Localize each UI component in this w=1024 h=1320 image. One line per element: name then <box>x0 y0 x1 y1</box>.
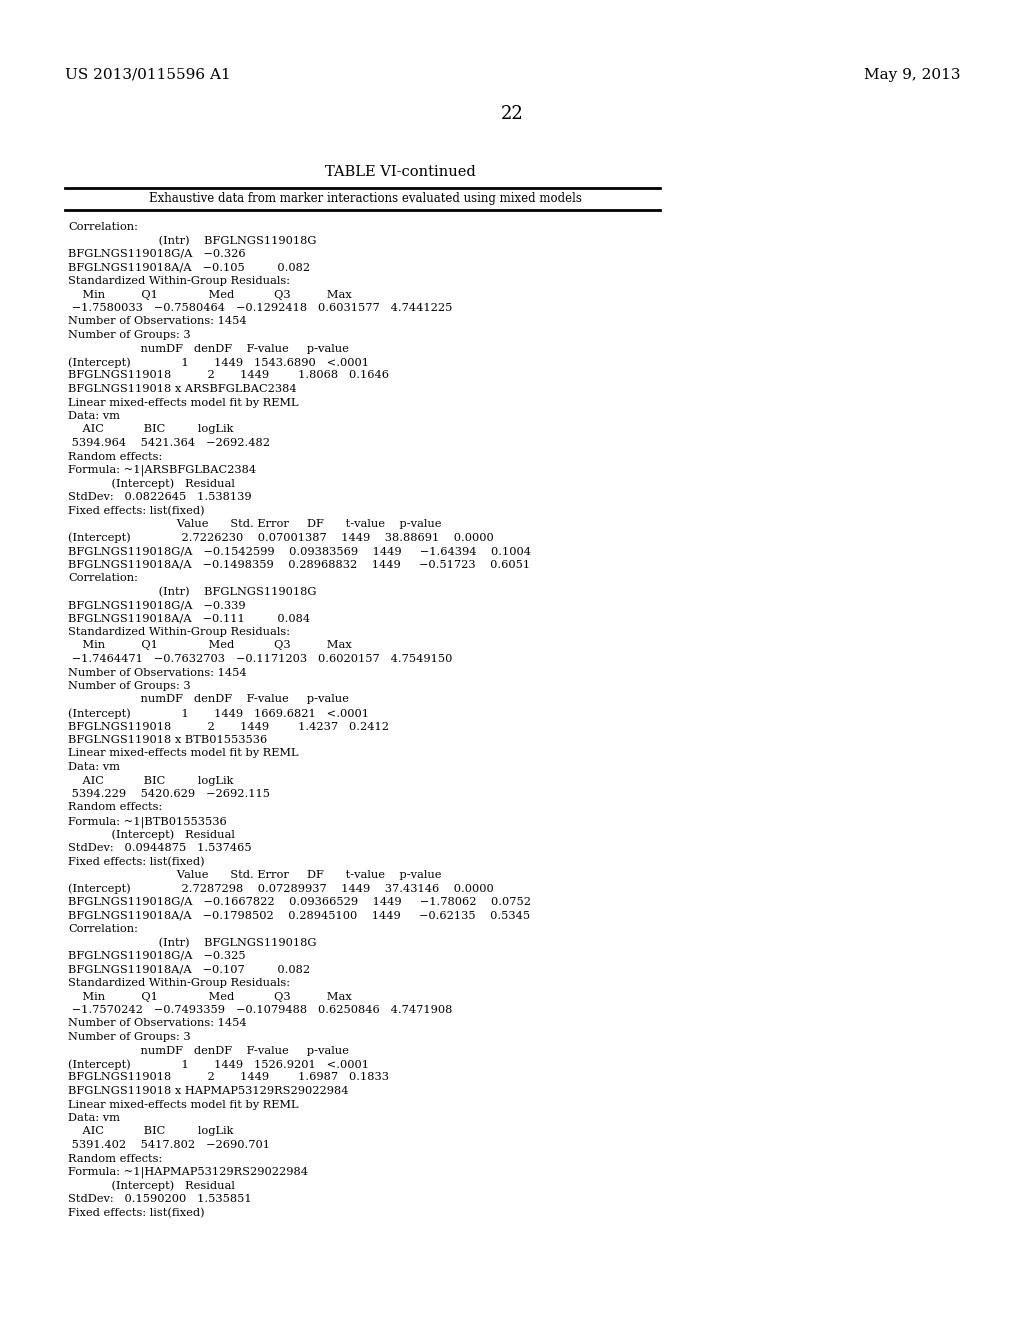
Text: StdDev:   0.0822645   1.538139: StdDev: 0.0822645 1.538139 <box>68 492 252 502</box>
Text: Value      Std. Error     DF      t-value    p-value: Value Std. Error DF t-value p-value <box>68 519 441 529</box>
Text: (Intercept)   Residual: (Intercept) Residual <box>68 1180 234 1191</box>
Text: Min          Q1              Med           Q3          Max: Min Q1 Med Q3 Max <box>68 289 352 300</box>
Text: (Intercept)   Residual: (Intercept) Residual <box>68 479 234 490</box>
Text: Number of Observations: 1454: Number of Observations: 1454 <box>68 317 247 326</box>
Text: Standardized Within-Group Residuals:: Standardized Within-Group Residuals: <box>68 627 290 638</box>
Text: Number of Observations: 1454: Number of Observations: 1454 <box>68 668 247 677</box>
Text: Random effects:: Random effects: <box>68 803 162 813</box>
Text: Number of Groups: 3: Number of Groups: 3 <box>68 681 190 690</box>
Text: numDF   denDF    F-value     p-value: numDF denDF F-value p-value <box>68 694 349 705</box>
Text: (Intercept)              1       1449   1669.6821   <.0001: (Intercept) 1 1449 1669.6821 <.0001 <box>68 708 369 718</box>
Text: Formula: ~1|HAPMAP53129RS29022984: Formula: ~1|HAPMAP53129RS29022984 <box>68 1167 308 1179</box>
Text: Correlation:: Correlation: <box>68 222 138 232</box>
Text: Linear mixed-effects model fit by REML: Linear mixed-effects model fit by REML <box>68 397 299 408</box>
Text: BFGLNGS119018G/A   −0.326: BFGLNGS119018G/A −0.326 <box>68 249 246 259</box>
Text: Min          Q1              Med           Q3          Max: Min Q1 Med Q3 Max <box>68 991 352 1002</box>
Text: 5394.964    5421.364   −2692.482: 5394.964 5421.364 −2692.482 <box>68 438 270 447</box>
Text: BFGLNGS119018 x ARSBFGLBAC2384: BFGLNGS119018 x ARSBFGLBAC2384 <box>68 384 297 393</box>
Text: BFGLNGS119018          2       1449        1.6987   0.1833: BFGLNGS119018 2 1449 1.6987 0.1833 <box>68 1072 389 1082</box>
Text: (Intercept)              1       1449   1526.9201   <.0001: (Intercept) 1 1449 1526.9201 <.0001 <box>68 1059 369 1069</box>
Text: (Intercept)   Residual: (Intercept) Residual <box>68 829 234 840</box>
Text: BFGLNGS119018 x BTB01553536: BFGLNGS119018 x BTB01553536 <box>68 735 267 744</box>
Text: StdDev:   0.0944875   1.537465: StdDev: 0.0944875 1.537465 <box>68 843 252 853</box>
Text: Fixed effects: list(fixed): Fixed effects: list(fixed) <box>68 506 205 516</box>
Text: BFGLNGS119018G/A   −0.325: BFGLNGS119018G/A −0.325 <box>68 950 246 961</box>
Text: (Intr)    BFGLNGS119018G: (Intr) BFGLNGS119018G <box>68 937 316 948</box>
Text: Correlation:: Correlation: <box>68 924 138 935</box>
Text: Data: vm: Data: vm <box>68 411 120 421</box>
Text: Standardized Within-Group Residuals:: Standardized Within-Group Residuals: <box>68 276 290 286</box>
Text: Random effects:: Random effects: <box>68 451 162 462</box>
Text: Linear mixed-effects model fit by REML: Linear mixed-effects model fit by REML <box>68 1100 299 1110</box>
Text: Number of Observations: 1454: Number of Observations: 1454 <box>68 1019 247 1028</box>
Text: Exhaustive data from marker interactions evaluated using mixed models: Exhaustive data from marker interactions… <box>148 191 582 205</box>
Text: Random effects:: Random effects: <box>68 1154 162 1163</box>
Text: (Intercept)              2.7226230    0.07001387    1449    38.88691    0.0000: (Intercept) 2.7226230 0.07001387 1449 38… <box>68 532 494 543</box>
Text: numDF   denDF    F-value     p-value: numDF denDF F-value p-value <box>68 1045 349 1056</box>
Text: Data: vm: Data: vm <box>68 1113 120 1123</box>
Text: (Intr)    BFGLNGS119018G: (Intr) BFGLNGS119018G <box>68 235 316 246</box>
Text: Min          Q1              Med           Q3          Max: Min Q1 Med Q3 Max <box>68 640 352 651</box>
Text: BFGLNGS119018          2       1449        1.8068   0.1646: BFGLNGS119018 2 1449 1.8068 0.1646 <box>68 371 389 380</box>
Text: BFGLNGS119018A/A   −0.1798502    0.28945100    1449     −0.62135    0.5345: BFGLNGS119018A/A −0.1798502 0.28945100 1… <box>68 911 530 920</box>
Text: BFGLNGS119018G/A   −0.1667822    0.09366529    1449     −1.78062    0.0752: BFGLNGS119018G/A −0.1667822 0.09366529 1… <box>68 898 531 907</box>
Text: (Intr)    BFGLNGS119018G: (Intr) BFGLNGS119018G <box>68 586 316 597</box>
Text: BFGLNGS119018G/A   −0.339: BFGLNGS119018G/A −0.339 <box>68 601 246 610</box>
Text: Fixed effects: list(fixed): Fixed effects: list(fixed) <box>68 857 205 867</box>
Text: (Intercept)              1       1449   1543.6890   <.0001: (Intercept) 1 1449 1543.6890 <.0001 <box>68 356 369 367</box>
Text: (Intercept)              2.7287298    0.07289937    1449    37.43146    0.0000: (Intercept) 2.7287298 0.07289937 1449 37… <box>68 883 494 894</box>
Text: −1.7464471   −0.7632703   −0.1171203   0.6020157   4.7549150: −1.7464471 −0.7632703 −0.1171203 0.60201… <box>68 653 453 664</box>
Text: 5391.402    5417.802   −2690.701: 5391.402 5417.802 −2690.701 <box>68 1140 270 1150</box>
Text: BFGLNGS119018A/A   −0.107         0.082: BFGLNGS119018A/A −0.107 0.082 <box>68 965 310 974</box>
Text: Formula: ~1|BTB01553536: Formula: ~1|BTB01553536 <box>68 816 226 828</box>
Text: BFGLNGS119018A/A   −0.1498359    0.28968832    1449     −0.51723    0.6051: BFGLNGS119018A/A −0.1498359 0.28968832 1… <box>68 560 530 569</box>
Text: Linear mixed-effects model fit by REML: Linear mixed-effects model fit by REML <box>68 748 299 759</box>
Text: BFGLNGS119018A/A   −0.111         0.084: BFGLNGS119018A/A −0.111 0.084 <box>68 614 310 623</box>
Text: −1.7570242   −0.7493359   −0.1079488   0.6250846   4.7471908: −1.7570242 −0.7493359 −0.1079488 0.62508… <box>68 1005 453 1015</box>
Text: Correlation:: Correlation: <box>68 573 138 583</box>
Text: numDF   denDF    F-value     p-value: numDF denDF F-value p-value <box>68 343 349 354</box>
Text: −1.7580033   −0.7580464   −0.1292418   0.6031577   4.7441225: −1.7580033 −0.7580464 −0.1292418 0.60315… <box>68 304 453 313</box>
Text: May 9, 2013: May 9, 2013 <box>863 69 961 82</box>
Text: BFGLNGS119018 x HAPMAP53129RS29022984: BFGLNGS119018 x HAPMAP53129RS29022984 <box>68 1086 348 1096</box>
Text: Data: vm: Data: vm <box>68 762 120 772</box>
Text: Formula: ~1|ARSBFGLBAC2384: Formula: ~1|ARSBFGLBAC2384 <box>68 465 256 477</box>
Text: 5394.229    5420.629   −2692.115: 5394.229 5420.629 −2692.115 <box>68 789 270 799</box>
Text: Fixed effects: list(fixed): Fixed effects: list(fixed) <box>68 1208 205 1218</box>
Text: AIC           BIC         logLik: AIC BIC logLik <box>68 1126 233 1137</box>
Text: Value      Std. Error     DF      t-value    p-value: Value Std. Error DF t-value p-value <box>68 870 441 880</box>
Text: AIC           BIC         logLik: AIC BIC logLik <box>68 425 233 434</box>
Text: StdDev:   0.1590200   1.535851: StdDev: 0.1590200 1.535851 <box>68 1195 252 1204</box>
Text: TABLE VI-continued: TABLE VI-continued <box>325 165 475 180</box>
Text: Number of Groups: 3: Number of Groups: 3 <box>68 1032 190 1041</box>
Text: US 2013/0115596 A1: US 2013/0115596 A1 <box>65 69 230 82</box>
Text: BFGLNGS119018G/A   −0.1542599    0.09383569    1449     −1.64394    0.1004: BFGLNGS119018G/A −0.1542599 0.09383569 1… <box>68 546 531 556</box>
Text: BFGLNGS119018A/A   −0.105         0.082: BFGLNGS119018A/A −0.105 0.082 <box>68 263 310 272</box>
Text: Standardized Within-Group Residuals:: Standardized Within-Group Residuals: <box>68 978 290 987</box>
Text: Number of Groups: 3: Number of Groups: 3 <box>68 330 190 341</box>
Text: AIC           BIC         logLik: AIC BIC logLik <box>68 776 233 785</box>
Text: BFGLNGS119018          2       1449        1.4237   0.2412: BFGLNGS119018 2 1449 1.4237 0.2412 <box>68 722 389 731</box>
Text: 22: 22 <box>501 106 523 123</box>
